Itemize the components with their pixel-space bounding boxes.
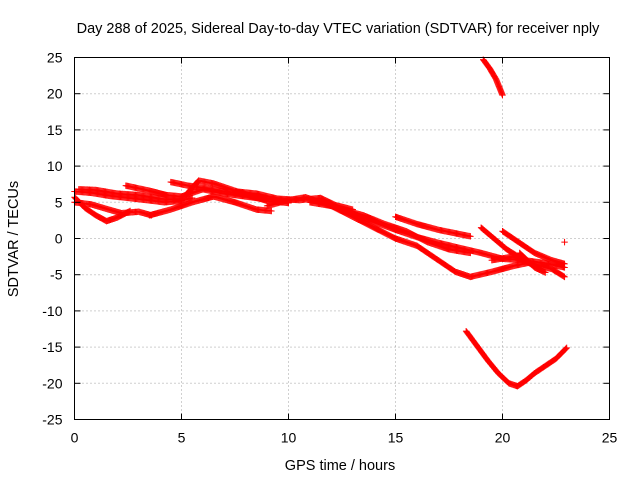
y-tick-label: 10 <box>47 158 63 174</box>
data-point <box>268 207 275 215</box>
y-tick-label: 0 <box>55 231 63 247</box>
data-point <box>561 273 568 281</box>
y-tick-label: 20 <box>47 86 63 102</box>
data-point <box>561 346 569 353</box>
data-point <box>561 238 568 246</box>
data-point <box>561 260 568 268</box>
series-track-r <box>480 56 506 99</box>
chart-title: Day 288 of 2025, Sidereal Day-to-day VTE… <box>77 21 601 37</box>
x-tick-label: 20 <box>495 430 511 446</box>
y-tick-label: -25 <box>42 412 62 428</box>
x-tick-label: 15 <box>388 430 404 446</box>
series-track-o <box>499 228 568 268</box>
x-tick-label: 10 <box>281 430 297 446</box>
data-point <box>542 269 549 276</box>
y-tick-label: 25 <box>47 50 63 66</box>
x-tick-label: 0 <box>71 430 79 446</box>
y-tick-label: -10 <box>42 303 62 319</box>
series-track-c <box>75 186 196 204</box>
y-tick-label: 15 <box>47 122 63 138</box>
y-axis-title: SDTVAR / TECUs <box>6 181 22 297</box>
y-tick-label: -15 <box>42 339 62 355</box>
y-tick-label: -5 <box>50 267 63 283</box>
y-tick-labels: 25 20 15 10 5 0 -5 -10 -15 -20 -25 <box>42 50 62 428</box>
axis-ticks <box>74 57 610 420</box>
data-point <box>467 233 474 240</box>
series-track-k <box>306 199 534 281</box>
series-track-m <box>349 209 568 271</box>
series-track-s <box>462 327 570 390</box>
data-point <box>499 91 506 99</box>
x-axis-title: GPS time / hours <box>285 458 395 474</box>
data-point <box>563 344 570 352</box>
series-isolated-point <box>561 238 568 246</box>
x-tick-labels: 0 5 10 15 20 25 <box>71 430 618 446</box>
x-tick-label: 25 <box>602 430 618 446</box>
x-tick-label: 5 <box>178 430 186 446</box>
series-track-f <box>146 193 275 219</box>
data-points <box>71 56 570 390</box>
y-tick-label: -20 <box>42 375 62 391</box>
y-tick-label: 5 <box>55 194 63 210</box>
data-point <box>560 273 567 280</box>
series-track-l <box>392 213 474 240</box>
data-point <box>562 345 570 352</box>
series-track-q <box>516 249 549 276</box>
